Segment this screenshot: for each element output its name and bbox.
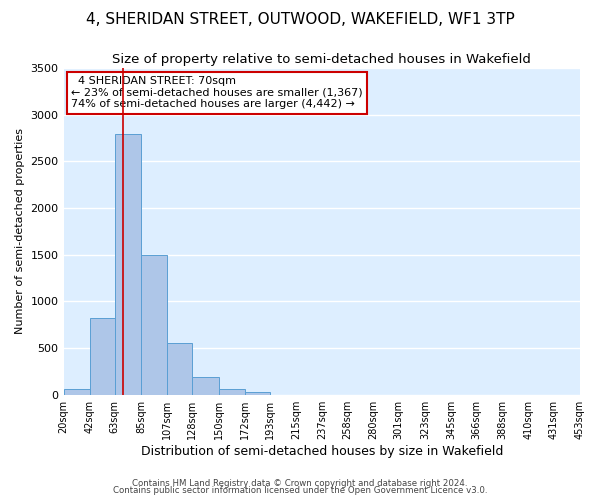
Text: Contains HM Land Registry data © Crown copyright and database right 2024.: Contains HM Land Registry data © Crown c… — [132, 478, 468, 488]
Text: Contains public sector information licensed under the Open Government Licence v3: Contains public sector information licen… — [113, 486, 487, 495]
Text: 4, SHERIDAN STREET, OUTWOOD, WAKEFIELD, WF1 3TP: 4, SHERIDAN STREET, OUTWOOD, WAKEFIELD, … — [86, 12, 514, 28]
Bar — [141, 254, 167, 394]
Y-axis label: Number of semi-detached properties: Number of semi-detached properties — [15, 128, 25, 334]
X-axis label: Distribution of semi-detached houses by size in Wakefield: Distribution of semi-detached houses by … — [140, 444, 503, 458]
Bar — [64, 388, 90, 394]
Bar — [245, 392, 270, 394]
Bar — [193, 376, 218, 394]
Title: Size of property relative to semi-detached houses in Wakefield: Size of property relative to semi-detach… — [112, 52, 531, 66]
Bar — [167, 343, 193, 394]
Bar — [90, 318, 115, 394]
Bar — [115, 134, 141, 394]
Text: 4 SHERIDAN STREET: 70sqm  
← 23% of semi-detached houses are smaller (1,367)
74%: 4 SHERIDAN STREET: 70sqm ← 23% of semi-d… — [71, 76, 363, 110]
Bar — [218, 388, 245, 394]
